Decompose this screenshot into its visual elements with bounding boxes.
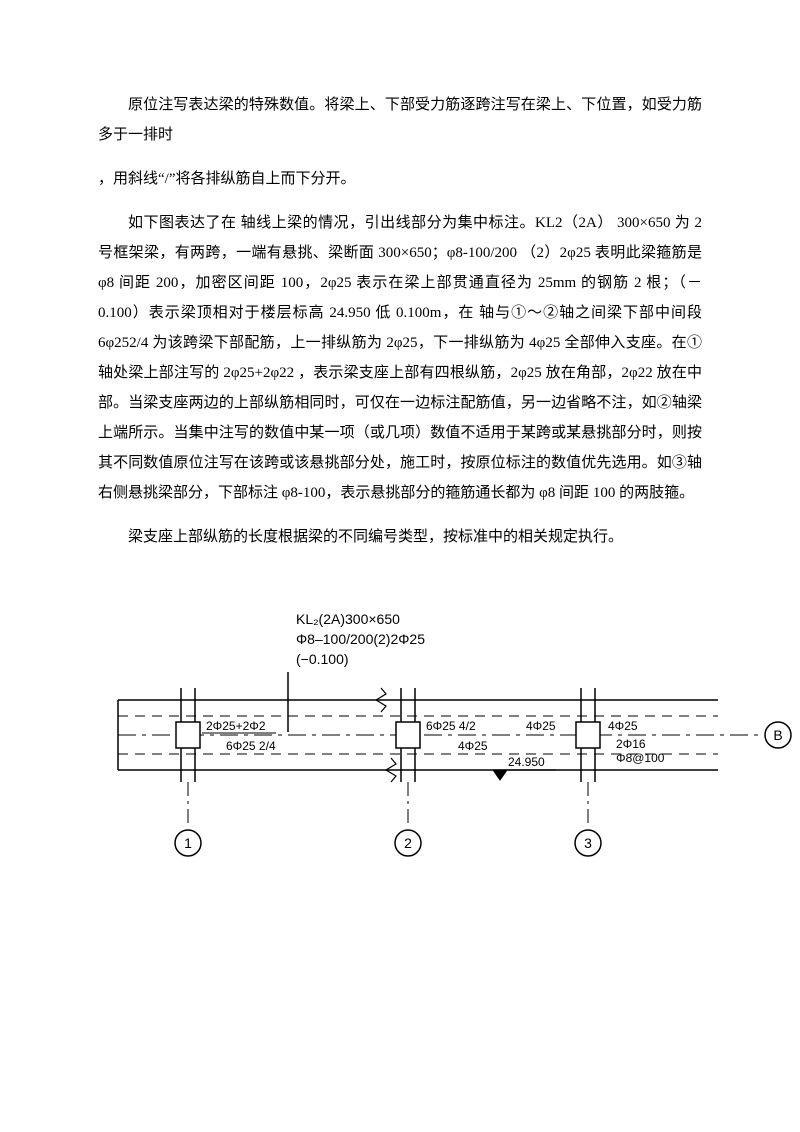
- label-top-3: 4Φ25: [526, 719, 556, 733]
- elevation-value: 24.950: [508, 755, 545, 769]
- column-1: 1: [175, 688, 201, 856]
- label-bot-4: Φ8@100: [616, 751, 665, 765]
- callout-line-1: KL₂(2A)300×650: [296, 611, 400, 627]
- label-top-1: 2Φ25+2Φ2: [206, 719, 266, 733]
- axis-label-1: 1: [184, 835, 192, 851]
- beam-diagram: KL₂(2A)300×650 Φ8–100/200(2)2Φ25 (−0.100…: [98, 600, 702, 871]
- callout-line-2: Φ8–100/200(2)2Φ25: [296, 631, 425, 647]
- label-bot-1: 6Φ25 2/4: [226, 739, 276, 753]
- paragraph-4: 梁支座上部纵筋的长度根据梁的不同编号类型，按标准中的相关规定执行。: [98, 522, 702, 552]
- axis-label-2: 2: [404, 835, 412, 851]
- column-2: 2: [395, 688, 421, 856]
- column-3: 3: [575, 688, 601, 856]
- label-bot-2: 4Φ25: [458, 739, 488, 753]
- label-bot-3: 2Φ16: [616, 737, 646, 751]
- axis-label-b: B: [773, 727, 782, 743]
- paragraph-3: 如下图表达了在 轴线上梁的情况，引出线部分为集中标注。KL2（2A） 300×6…: [98, 208, 702, 508]
- paragraph-2: ，用斜线“/”将各排纵筋自上而下分开。: [98, 164, 702, 194]
- page-body: 原位注写表达梁的特殊数值。将梁上、下部受力筋逐跨注写在梁上、下位置，如受力筋多于…: [0, 0, 800, 911]
- axis-label-3: 3: [584, 835, 592, 851]
- callout-line-3: (−0.100): [296, 651, 349, 667]
- label-top-4: 4Φ25: [608, 719, 638, 733]
- axis-b: B: [765, 722, 791, 748]
- paragraph-1: 原位注写表达梁的特殊数值。将梁上、下部受力筋逐跨注写在梁上、下位置，如受力筋多于…: [98, 90, 702, 150]
- label-top-2: 6Φ25 4/2: [426, 719, 476, 733]
- elevation-mark: 24.950: [493, 755, 556, 780]
